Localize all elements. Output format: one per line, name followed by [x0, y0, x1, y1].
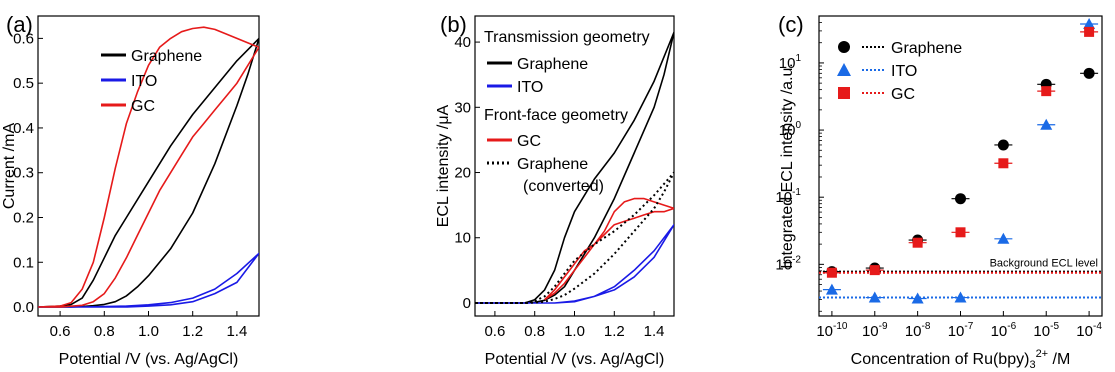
- x-tick-label: 0.8: [94, 323, 115, 340]
- x-tick-label: 0.6: [50, 323, 71, 340]
- legend-group-title: Front-face geometry: [484, 107, 628, 124]
- x-tick-label: 1.4: [644, 323, 665, 340]
- data-point-ito: [1040, 118, 1053, 130]
- x-tick-label: 0.6: [484, 323, 505, 340]
- plot-area: [475, 31, 674, 304]
- panel-a: (a)0.6 0.8 1.0 1.2 1.40.00.10.20.30.40.50.6P…: [1, 12, 260, 368]
- series-line-gc: [38, 26, 259, 308]
- x-tick-label: 10-8: [905, 321, 931, 340]
- x-tick-label: 10-10: [816, 321, 848, 340]
- y-tick-label: 10: [454, 230, 471, 247]
- y-axis-title: Current /mA: [1, 123, 18, 210]
- data-point-gc: [1041, 86, 1052, 97]
- y-tick-label: 10-1: [775, 187, 801, 206]
- series-line-ito: [475, 223, 674, 304]
- data-point-graphene: [955, 193, 966, 205]
- legend-label: ITO: [517, 79, 543, 96]
- legend-marker: [837, 63, 851, 76]
- data-point-gc: [869, 265, 880, 276]
- x-tick-label: 10-7: [948, 321, 974, 340]
- legend-label: Graphene: [891, 40, 962, 57]
- y-tick-label: 0.3: [13, 165, 34, 182]
- y-tick-label: 30: [454, 99, 471, 116]
- data-point-gc: [912, 237, 923, 248]
- data-point-gc: [826, 267, 837, 278]
- legend-label: Graphene: [517, 156, 588, 173]
- series-line-graphene: [475, 31, 674, 304]
- panel-c: (c) 10-10 10-9 10-8 10-7 10-6 10-5 10-4 10-2 10-1…: [775, 12, 1103, 371]
- legend-marker: [838, 41, 850, 53]
- x-tick-label: 1.0: [564, 323, 585, 340]
- data-point-ito: [825, 283, 838, 295]
- x-tick-label: 0.8: [524, 323, 545, 340]
- y-tick-label: 0.6: [13, 30, 34, 47]
- x-tick-label: 10-9: [862, 321, 888, 340]
- data-point-gc: [1084, 26, 1095, 37]
- x-tick-label: 10-6: [991, 321, 1017, 340]
- x-axis-title: Potential /V (vs. Ag/AgCl): [59, 351, 239, 368]
- panel-b: (b) 0.6 0.8 1.0 1.2 1.4 0 10 20 30 40 Potential /V …: [435, 12, 675, 368]
- y-tick-label: 0.1: [13, 254, 34, 271]
- legend-marker: [838, 87, 850, 99]
- y-tick-label: 20: [454, 165, 471, 182]
- x-axis-title: Potential /V (vs. Ag/AgCl): [485, 351, 665, 368]
- y-tick-label: 0: [463, 295, 471, 312]
- x-axis-title: Concentration of Ru(bpy)32+ /M: [851, 348, 1071, 371]
- data-point-ito: [997, 232, 1010, 244]
- y-tick-label: 40: [454, 34, 471, 51]
- legend-label: GC: [131, 98, 155, 115]
- legend-label: (converted): [523, 178, 604, 195]
- plot-area: [819, 18, 1102, 304]
- x-tick-label: 1.0: [138, 323, 159, 340]
- y-tick-label: 0.0: [13, 299, 34, 316]
- plot-area: [38, 26, 259, 308]
- x-tick-label: 10-5: [1033, 321, 1059, 340]
- legend-label: GC: [891, 86, 915, 103]
- y-tick-label: 101: [779, 53, 802, 72]
- legend-label: GC: [517, 133, 541, 150]
- y-tick-label: 10-2: [775, 254, 801, 273]
- legend-label: Graphene: [131, 48, 202, 65]
- data-point-ito: [1083, 18, 1096, 30]
- legend-label: Graphene: [517, 56, 588, 73]
- y-tick-label: 0.4: [13, 120, 34, 137]
- data-point-ito: [954, 291, 967, 303]
- series-line-graphene: [38, 37, 259, 308]
- x-tick-label: 1.2: [604, 323, 625, 340]
- legend-label: ITO: [891, 63, 917, 80]
- panel-label: (a): [6, 12, 33, 37]
- data-point-graphene: [1083, 67, 1095, 79]
- data-point-graphene: [997, 139, 1009, 151]
- background-level-annotation: Background ECL level: [990, 258, 1098, 270]
- panel-label: (b): [440, 12, 467, 37]
- y-axis-title: ECL intensity /μA: [435, 104, 452, 227]
- y-tick-label: 0.5: [13, 75, 34, 92]
- y-axis-title: Integrated ECL intensity /a.u.: [779, 63, 796, 269]
- legend-label: ITO: [131, 73, 157, 90]
- data-point-gc: [998, 158, 1009, 169]
- legend-group-title: Transmission geometry: [484, 29, 650, 46]
- x-tick-label: 10-4: [1076, 321, 1102, 340]
- panel-label: (c): [778, 12, 804, 37]
- y-tick-label: 100: [779, 120, 802, 139]
- series-line-ito: [38, 252, 259, 308]
- y-tick-label: 0.2: [13, 209, 34, 226]
- x-tick-label: 1.4: [226, 323, 247, 340]
- data-point-gc: [955, 227, 966, 238]
- data-point-ito: [868, 291, 881, 303]
- x-tick-label: 1.2: [182, 323, 203, 340]
- data-point-ito: [911, 292, 924, 304]
